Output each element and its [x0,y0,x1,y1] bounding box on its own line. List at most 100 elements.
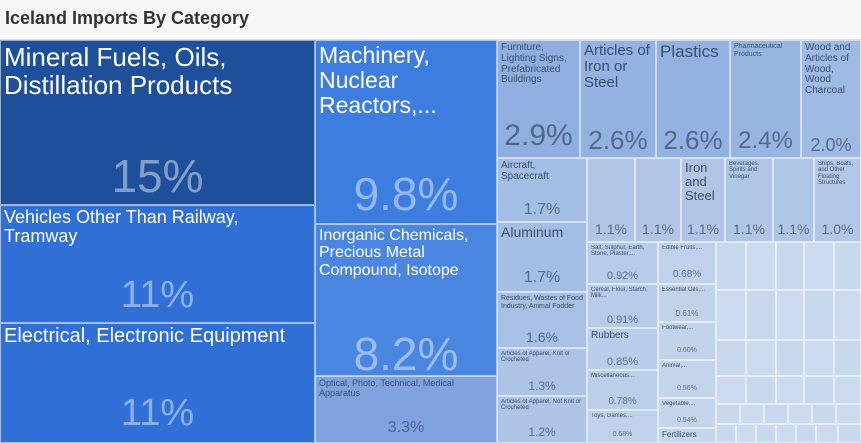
tile-percentage: 1.1% [733,221,765,237]
treemap-small-tile[interactable] [804,242,834,290]
tile-label: Pharmaceutical Products [734,43,783,58]
treemap-small-tile[interactable] [716,340,746,376]
tile-label: Optical, Photo, Technical, Medical Appar… [319,379,454,398]
treemap-tile-machinery-nuclear-reactors[interactable]: Machinery, Nuclear Reactors,... 9.8% [315,40,497,224]
tile-percentage: 2.6% [663,125,723,155]
tile-label: Aircraft, Spacecraft [501,161,549,182]
tile-label: Beverages, Spirits and Vinegar [729,161,760,180]
treemap-small-tile[interactable] [834,376,861,404]
treemap-small-tile[interactable] [776,424,796,443]
treemap-tile-iron-and-steel[interactable]: Iron and Steel 1.1% [681,158,725,242]
treemap-tile-ships-boats-and-other-floating-structures[interactable]: Ships, Boats, and Other Floating Structu… [814,158,861,242]
treemap-small-tile[interactable] [736,424,756,443]
treemap-tile-beverages-spirits-and-vinegar[interactable]: Beverages, Spirits and Vinegar 1.1% [725,158,773,242]
treemap-small-tile[interactable] [746,376,776,404]
tile-label: Furniture, Lighting Signs, Prefabricated… [501,43,567,86]
tile-label: Plastics [660,43,719,61]
treemap-tile-aluminum[interactable]: Aluminum 1.7% [497,222,587,292]
tile-label: Aluminum [501,225,564,240]
tile-label: Mineral Fuels, Oils, Distillation Produc… [4,43,233,100]
treemap-tile-miscellaneous[interactable]: Miscellaneous... 0.78% [587,370,658,410]
treemap-tile-pharmaceutical-products[interactable]: Pharmaceutical Products 2.4% [730,40,801,158]
treemap: Mineral Fuels, Oils, Distillation Produc… [0,40,861,443]
treemap-tile-articles-of-iron-or-steel[interactable]: Articles of Iron or Steel 2.6% [580,40,656,158]
tile-percentage: 0.60% [677,347,697,354]
tile-percentage: 9.8% [353,168,459,220]
treemap-small-tile[interactable] [776,340,804,376]
treemap-small-tile[interactable] [776,376,804,404]
tile-label: Ships, Boats, and Other Floating Structu… [818,161,854,187]
treemap-tile-fertilizers[interactable]: Fertilizers [658,428,716,443]
treemap-small-tile[interactable] [788,404,812,424]
tile-percentage: 1.0% [821,221,854,237]
treemap-tile-vegetable[interactable]: Vegetable,... 0.54% [658,398,716,428]
treemap-small-tile[interactable] [746,290,776,340]
treemap-tile-plastics[interactable]: Plastics 2.6% [656,40,730,158]
treemap-small-tile[interactable] [804,290,834,340]
tile-label: Salt, Sulphur, Earth, Stone, Plaster,... [591,245,645,258]
tile-percentage: 15% [111,150,204,202]
treemap-small-tile[interactable] [716,242,746,290]
treemap-tile-essential-oils[interactable]: Essential Oils,... 0.61% [658,284,716,322]
treemap-tile-mineral-fuels-oils-distillation-products[interactable]: Mineral Fuels, Oils, Distillation Produc… [0,40,315,205]
treemap-small-tile[interactable] [764,404,788,424]
treemap-tile-tile-14[interactable]: 1.1% [635,158,681,242]
treemap-tile-articles-of-apparel-not-knit-or-crocheted[interactable]: Articles of Apparel, Not Knit or Crochet… [497,396,587,443]
tile-percentage: 1.7% [523,269,561,286]
tile-percentage: 0.56% [677,385,697,392]
tile-label: Articles of Iron or Steel [584,43,650,92]
treemap-small-tile[interactable] [812,404,836,424]
treemap-small-tile[interactable] [796,424,816,443]
treemap-tile-salt-sulphur-earth-stone-plaster[interactable]: Salt, Sulphur, Earth, Stone, Plaster,...… [587,242,658,284]
treemap-small-tile[interactable] [756,424,776,443]
treemap-small-tile[interactable] [716,424,736,443]
treemap-tile-furniture-lighting-signs-prefabricated-buildings[interactable]: Furniture, Lighting Signs, Prefabricated… [497,40,580,158]
treemap-tile-tile-17[interactable]: 1.1% [773,158,814,242]
treemap-tile-toys-games[interactable]: Toys, Games,... 0.68% [587,410,658,443]
tile-percentage: 1.1% [642,221,674,237]
treemap-small-tile[interactable] [836,404,861,424]
treemap-tile-residues-wastes-of-food-industry-animal-fodder[interactable]: Residues, Wastes of Food Industry, Anima… [497,292,587,348]
treemap-tile-vehicles-other-than-railway-tramway[interactable]: Vehicles Other Than Railway, Tramway 11% [0,205,315,323]
treemap-small-tile[interactable] [716,376,746,404]
page-title: Iceland Imports By Category [0,0,861,40]
treemap-tile-animal[interactable]: Animal,... 0.56% [658,360,716,398]
treemap-small-tile[interactable] [740,404,764,424]
treemap-small-tile[interactable] [716,404,740,424]
treemap-small-tile[interactable] [776,290,804,340]
treemap-tile-articles-of-apparel-knit-or-crocheted[interactable]: Articles of Apparel, Knit or Crocheted 1.… [497,348,587,396]
tile-label: Machinery, Nuclear Reactors,... [319,43,437,118]
tile-percentage: 0.85% [606,356,639,368]
tile-percentage: 1.1% [595,221,627,237]
treemap-tile-tile-13[interactable]: 1.1% [587,158,635,242]
treemap-tile-edible-fruits[interactable]: Edible Fruits,... 0.68% [658,242,716,284]
treemap-small-tile[interactable] [834,242,861,290]
treemap-small-tile[interactable] [838,424,861,443]
treemap-small-tile[interactable] [816,424,838,443]
treemap-tile-optical-photo-technical-medical-apparatus[interactable]: Optical, Photo, Technical, Medical Appar… [315,376,497,443]
tile-label: Articles of Apparel, Knit or Crocheted [501,351,571,364]
tile-percentage: 0.68% [672,269,702,280]
treemap-tile-wood-and-articles-of-wood-wood-charcoal[interactable]: Wood and Articles of Wood, Wood Charcoal… [801,40,861,158]
tile-percentage: 0.78% [608,396,637,407]
treemap-tile-aircraft-spacecraft[interactable]: Aircraft, Spacecraft 1.7% [497,158,587,222]
treemap-tile-rubbers[interactable]: Rubbers 0.85% [587,328,658,370]
treemap-small-tile[interactable] [746,242,776,290]
treemap-small-tile[interactable] [804,376,834,404]
tile-label: Iron and Steel [685,161,715,204]
treemap-tile-footwear[interactable]: Footwear,... 0.60% [658,322,716,360]
treemap-small-tile[interactable] [834,340,861,376]
tile-percentage: 2.0% [810,135,852,155]
treemap-small-tile[interactable] [776,242,804,290]
tile-percentage: 0.91% [606,314,639,326]
treemap-small-tile[interactable] [716,290,746,340]
tile-label: Animal,... [662,363,688,369]
treemap-tile-cereal-flour-starch-milk[interactable]: Cereal, Flour, Starch, Milk... 0.91% [587,284,658,328]
treemap-small-tile[interactable] [746,340,776,376]
tile-percentage: 2.4% [738,127,793,154]
treemap-tile-electrical-electronic-equipment[interactable]: Electrical, Electronic Equipment 11% [0,323,315,443]
treemap-tile-inorganic-chemicals-precious-metal-compound-isotope[interactable]: Inorganic Chemicals, Precious Metal Comp… [315,224,497,376]
treemap-small-tile[interactable] [804,340,834,376]
tile-percentage: 0.54% [677,417,697,424]
treemap-small-tile[interactable] [834,290,861,340]
